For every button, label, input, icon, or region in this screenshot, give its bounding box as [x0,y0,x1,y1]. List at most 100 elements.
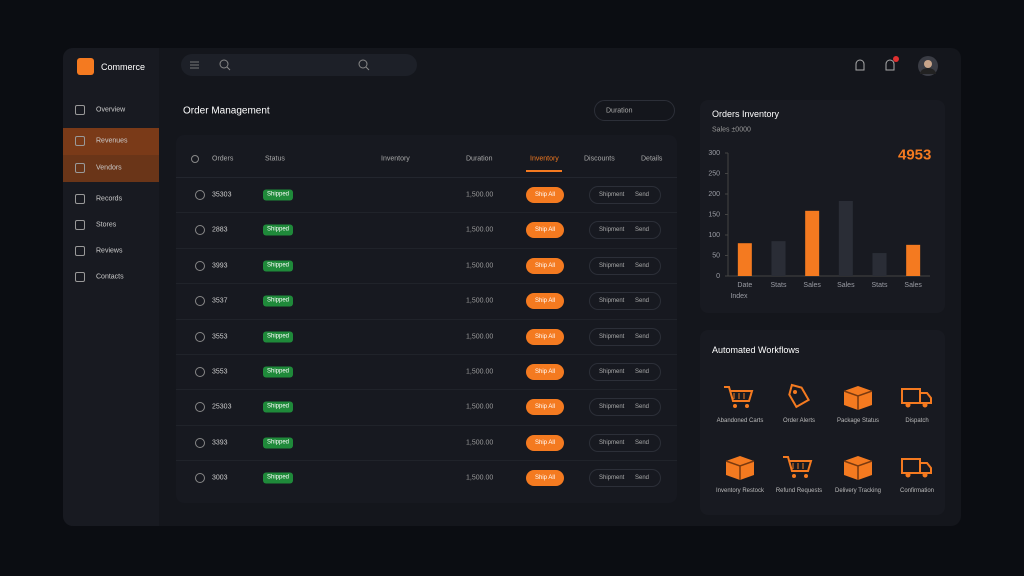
header-icons[interactable] [850,54,950,78]
x-tick-label: Stats [872,282,888,289]
filter-dropdown[interactable] [594,100,675,121]
action-button[interactable]: Ship All [526,187,564,203]
send-label: Send [635,298,650,305]
workflow-label[interactable]: Abandoned Carts [716,418,764,424]
workflow-label[interactable]: Confirmation [899,488,935,494]
column-underline [526,170,562,172]
search-icons [190,59,370,71]
nav-item[interactable]: Contacts [96,273,124,281]
column-header[interactable]: Duration [466,155,493,163]
y-tick-label: 150 [708,211,720,218]
action-button[interactable]: Ship All [526,293,564,310]
workflow-icon[interactable] [899,381,935,413]
icon-graphic [843,456,873,480]
action-button[interactable]: Ship All [526,399,564,416]
workflow-icon[interactable] [840,451,876,483]
workflow-icon[interactable] [722,381,758,413]
nav-icon [75,246,85,256]
row-rule [176,212,677,214]
nav-item[interactable]: Overview [96,106,126,114]
filter-label: Duration [606,107,633,115]
column-header[interactable]: Details [641,155,663,163]
send-label: Send [635,262,650,269]
workflow-icon[interactable] [899,451,935,483]
ship-label: Shipment [599,227,625,234]
workflow-label[interactable]: Order Alerts [782,418,816,424]
status-badge: Shipped [263,224,293,236]
send-label: Send [635,475,650,482]
action-button[interactable]: Ship All [526,470,564,487]
ship-pill[interactable] [589,327,661,346]
chart-card [700,100,945,313]
column-header[interactable]: Inventory [381,155,410,163]
nav-icon [75,163,85,173]
row-check[interactable] [195,225,205,236]
y-tick-label: 0 [716,273,720,280]
ship-pill[interactable] [589,398,661,417]
row-check[interactable] [195,367,205,377]
bar [771,241,786,276]
row-check[interactable] [195,296,205,307]
search-bar[interactable] [181,54,417,76]
nav-icon [75,272,85,282]
bar [906,244,921,276]
status-badge: Shipped [263,331,293,343]
column-header[interactable]: Orders [212,155,234,163]
workflow-icon[interactable] [781,381,817,413]
row-check[interactable] [195,331,205,342]
ship-pill[interactable] [589,186,661,204]
nav-item[interactable]: Revenues [96,137,128,145]
ship-label: Shipment [599,298,625,305]
x-tick-label: Sales [904,282,922,289]
ship-label: Shipment [599,262,625,269]
status-badge: Shipped [263,437,293,449]
action-button[interactable]: Ship All [526,257,564,274]
workflow-icon[interactable] [781,451,817,483]
order-id: 3393 [212,439,228,447]
workflow-label[interactable]: Inventory Restock [715,488,765,494]
workflow-label[interactable]: Delivery Tracking [834,488,882,494]
nav-item[interactable]: Vendors [96,164,122,172]
amount: 1,500.00 [466,403,494,411]
action-button[interactable]: Ship All [526,328,564,345]
ship-pill[interactable] [589,363,661,381]
row-check[interactable] [195,190,205,200]
column-header[interactable]: Status [265,155,285,163]
nav-item[interactable]: Records [96,195,123,203]
ship-pill[interactable] [589,292,661,311]
ship-pill[interactable] [589,256,661,275]
y-tick-label: 200 [708,191,720,198]
order-id: 3553 [212,333,228,341]
ship-pill[interactable] [589,433,661,452]
amount: 1,500.00 [466,262,494,270]
row-check[interactable] [195,260,205,271]
workflow-icon[interactable] [722,451,758,483]
orders-title: Order Management [183,105,270,117]
nav-item[interactable]: Reviews [96,247,123,255]
action-button[interactable]: Ship All [526,434,564,451]
icon-graphic [788,383,810,409]
row-check[interactable] [195,437,205,448]
workflow-icon[interactable] [840,381,876,413]
status-badge: Shipped [263,401,293,413]
column-header[interactable]: Discounts [584,155,615,163]
column-header[interactable]: Inventory [530,155,559,163]
workflow-label[interactable]: Package Status [836,418,880,424]
action-button[interactable]: Ship All [526,222,564,239]
send-label: Send [635,192,650,198]
nav-item[interactable]: Stores [96,221,117,229]
workflow-label[interactable]: Refund Requests [775,488,823,494]
x-tick-label: Sales [837,282,855,289]
bar [805,210,820,276]
nav-active-bg [63,155,159,182]
workflow-label[interactable]: Dispatch [905,418,929,424]
row-check[interactable] [195,402,205,413]
y-tick-label: 300 [708,150,720,157]
action-button[interactable]: Ship All [526,364,564,380]
ship-pill[interactable] [589,221,661,240]
ship-pill[interactable] [589,469,661,488]
logo-icon [77,58,94,75]
y-tick-label: 100 [708,232,720,239]
nav-icon [75,105,85,115]
row-check[interactable] [195,473,205,484]
